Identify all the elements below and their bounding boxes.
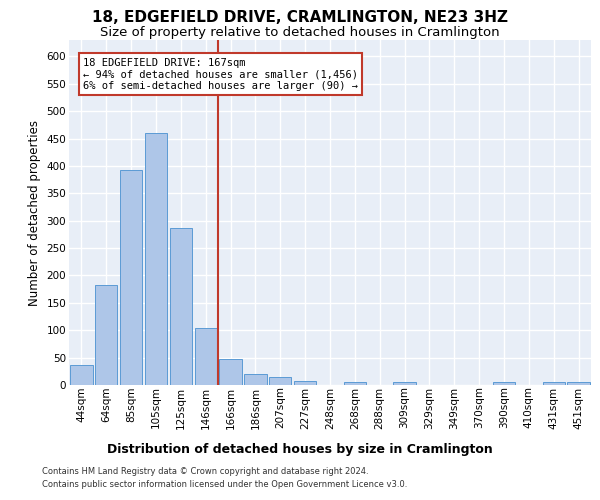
Bar bbox=[120, 170, 142, 385]
Bar bbox=[244, 374, 266, 385]
Text: Size of property relative to detached houses in Cramlington: Size of property relative to detached ho… bbox=[100, 26, 500, 39]
Bar bbox=[344, 382, 366, 385]
Text: 18, EDGEFIELD DRIVE, CRAMLINGTON, NE23 3HZ: 18, EDGEFIELD DRIVE, CRAMLINGTON, NE23 3… bbox=[92, 10, 508, 25]
Bar bbox=[294, 380, 316, 385]
Text: Contains public sector information licensed under the Open Government Licence v3: Contains public sector information licen… bbox=[42, 480, 407, 489]
Bar bbox=[269, 377, 292, 385]
Bar bbox=[220, 360, 242, 385]
Bar bbox=[394, 382, 416, 385]
Bar bbox=[542, 382, 565, 385]
Text: Contains HM Land Registry data © Crown copyright and database right 2024.: Contains HM Land Registry data © Crown c… bbox=[42, 468, 368, 476]
Bar bbox=[145, 133, 167, 385]
Text: 18 EDGEFIELD DRIVE: 167sqm
← 94% of detached houses are smaller (1,456)
6% of se: 18 EDGEFIELD DRIVE: 167sqm ← 94% of deta… bbox=[83, 58, 358, 90]
Bar bbox=[170, 228, 192, 385]
Bar bbox=[493, 382, 515, 385]
Bar bbox=[194, 328, 217, 385]
Bar bbox=[568, 382, 590, 385]
Bar bbox=[95, 286, 118, 385]
Y-axis label: Number of detached properties: Number of detached properties bbox=[28, 120, 41, 306]
Text: Distribution of detached houses by size in Cramlington: Distribution of detached houses by size … bbox=[107, 442, 493, 456]
Bar bbox=[70, 366, 92, 385]
